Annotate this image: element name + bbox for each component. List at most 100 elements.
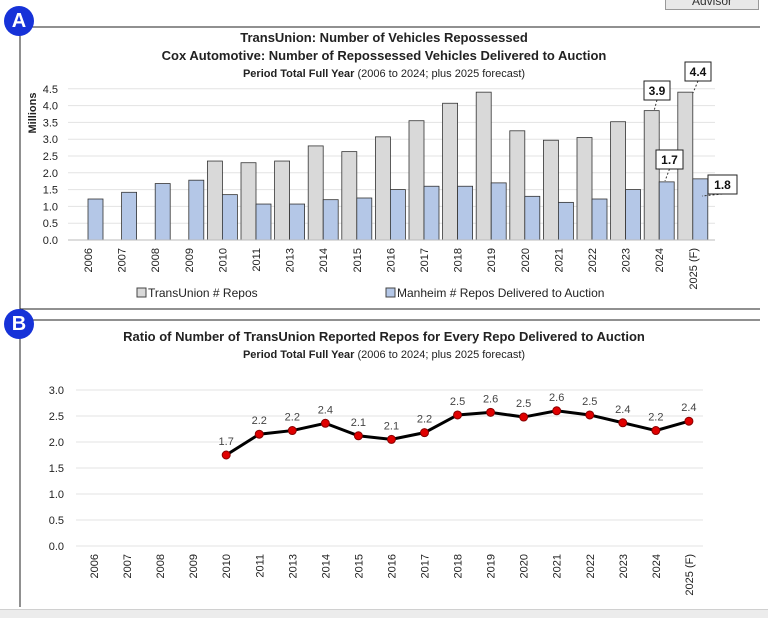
data-label: 2.4: [318, 404, 333, 416]
x-tick-label: 2017: [419, 248, 431, 272]
chart-a-subtitle: Period Total Full Year (2006 to 2024; pl…: [243, 68, 525, 80]
x-tick-label: 2009: [188, 554, 200, 578]
ratio-marker: [585, 410, 595, 420]
data-label: 2.2: [252, 415, 267, 427]
chart-b-subtitle: Period Total Full Year (2006 to 2024; pl…: [243, 349, 525, 361]
bar-manheim: [188, 179, 205, 241]
bar-manheim: [490, 182, 507, 241]
y-tick-label: 4.0: [43, 101, 58, 113]
ratio-marker: [651, 426, 661, 436]
chart-b-title: Ratio of Number of TransUnion Reported R…: [123, 329, 645, 344]
data-label: 2.2: [417, 414, 432, 426]
x-tick-label: 2014: [318, 248, 330, 272]
bar-manheim: [87, 198, 104, 241]
x-tick-label: 2013: [287, 554, 299, 578]
x-tick-label: 2025 (F): [684, 554, 696, 596]
bar-transunion: [475, 91, 492, 241]
x-tick-label: 2024: [654, 248, 666, 272]
data-label: 2.2: [648, 412, 663, 424]
bar-manheim: [255, 203, 272, 241]
callout-box: [684, 61, 712, 82]
y-tick-label: 2.0: [43, 168, 58, 180]
ratio-marker: [254, 429, 264, 439]
callout-label: 4.4: [690, 65, 707, 79]
bar-transunion: [307, 145, 324, 241]
callout-leader: [692, 80, 699, 94]
chart-a-title2: Cox Automotive: Number of Repossessed Ve…: [162, 48, 607, 63]
bar-manheim: [423, 185, 440, 241]
y-tick-label: 3.0: [49, 385, 64, 397]
x-tick-label: 2006: [89, 554, 101, 578]
x-tick-label: 2011: [254, 554, 266, 578]
bar-manheim: [356, 197, 373, 241]
x-tick-label: 2013: [285, 248, 297, 272]
bar-manheim: [322, 199, 339, 241]
ratio-marker: [618, 418, 628, 428]
ratio-marker: [519, 412, 529, 422]
y-tick-label: 1.5: [43, 185, 58, 197]
y-tick-label: 0.5: [43, 218, 58, 230]
data-label: 2.6: [483, 393, 498, 405]
ratio-marker: [552, 406, 562, 416]
x-tick-label: 2008: [155, 554, 167, 578]
bar-transunion: [274, 160, 291, 241]
bar-manheim: [692, 178, 709, 241]
ratio-marker: [486, 407, 496, 417]
callout-leader: [653, 99, 658, 112]
data-label: 2.4: [615, 404, 630, 416]
y-tick-label: 4.5: [43, 84, 58, 96]
callout-label: 3.9: [649, 84, 666, 98]
x-tick-label: 2019: [486, 248, 498, 272]
bar-manheim: [457, 185, 474, 241]
bar-manheim: [591, 198, 608, 241]
chart-b: Ratio of Number of TransUnion Reported R…: [49, 329, 703, 596]
x-tick-label: 2018: [453, 248, 465, 272]
data-label: 2.1: [384, 420, 399, 432]
x-tick-label: 2007: [117, 248, 129, 272]
y-tick-label: 1.0: [43, 201, 58, 213]
x-tick-label: 2020: [519, 554, 531, 578]
data-label: 2.5: [450, 396, 465, 408]
bar-manheim: [625, 189, 641, 241]
x-tick-label: 2022: [587, 248, 599, 272]
legend-swatch-manheim: [385, 287, 396, 298]
data-label: 2.4: [681, 402, 696, 414]
y-tick-label: 0.0: [43, 235, 58, 247]
bar-transunion: [610, 121, 626, 241]
ratio-marker: [287, 426, 297, 436]
bar-transunion: [442, 102, 459, 241]
y-tick-label: 1.5: [49, 463, 64, 475]
chart-a-title: TransUnion: Number of Vehicles Repossess…: [240, 30, 528, 45]
ratio-marker: [320, 418, 330, 428]
callout-box: [643, 80, 671, 101]
callout-label: 1.8: [714, 178, 731, 192]
badge-b: B: [4, 309, 34, 339]
bar-transunion: [341, 151, 358, 241]
bottom-bar: [0, 609, 768, 618]
bar-transunion: [543, 139, 559, 241]
chart-a: TransUnion: Number of Vehicles Repossess…: [27, 30, 738, 300]
bar-manheim: [658, 181, 675, 241]
x-tick-label: 2021: [553, 248, 565, 272]
callout-label: 1.7: [661, 153, 678, 167]
callout-box: [707, 174, 738, 195]
x-tick-label: 2025 (F): [688, 248, 700, 290]
bar-manheim: [221, 194, 238, 241]
data-label: 2.5: [516, 398, 531, 410]
ratio-marker: [420, 428, 429, 438]
callout-leader: [664, 168, 670, 182]
x-tick-label: 2006: [83, 248, 95, 272]
y-tick-label: 2.5: [43, 151, 58, 163]
x-tick-label: 2016: [385, 248, 397, 272]
bar-manheim: [289, 203, 306, 241]
bar-transunion: [240, 162, 257, 241]
x-tick-label: 2015: [352, 248, 364, 272]
x-tick-label: 2017: [420, 554, 432, 578]
y-tick-label: 0.5: [49, 515, 64, 527]
x-tick-label: 2015: [353, 554, 365, 578]
y-tick-label: 1.0: [49, 489, 64, 501]
advisor-button[interactable]: Advisor: [665, 0, 759, 10]
x-tick-label: 2010: [221, 554, 233, 578]
